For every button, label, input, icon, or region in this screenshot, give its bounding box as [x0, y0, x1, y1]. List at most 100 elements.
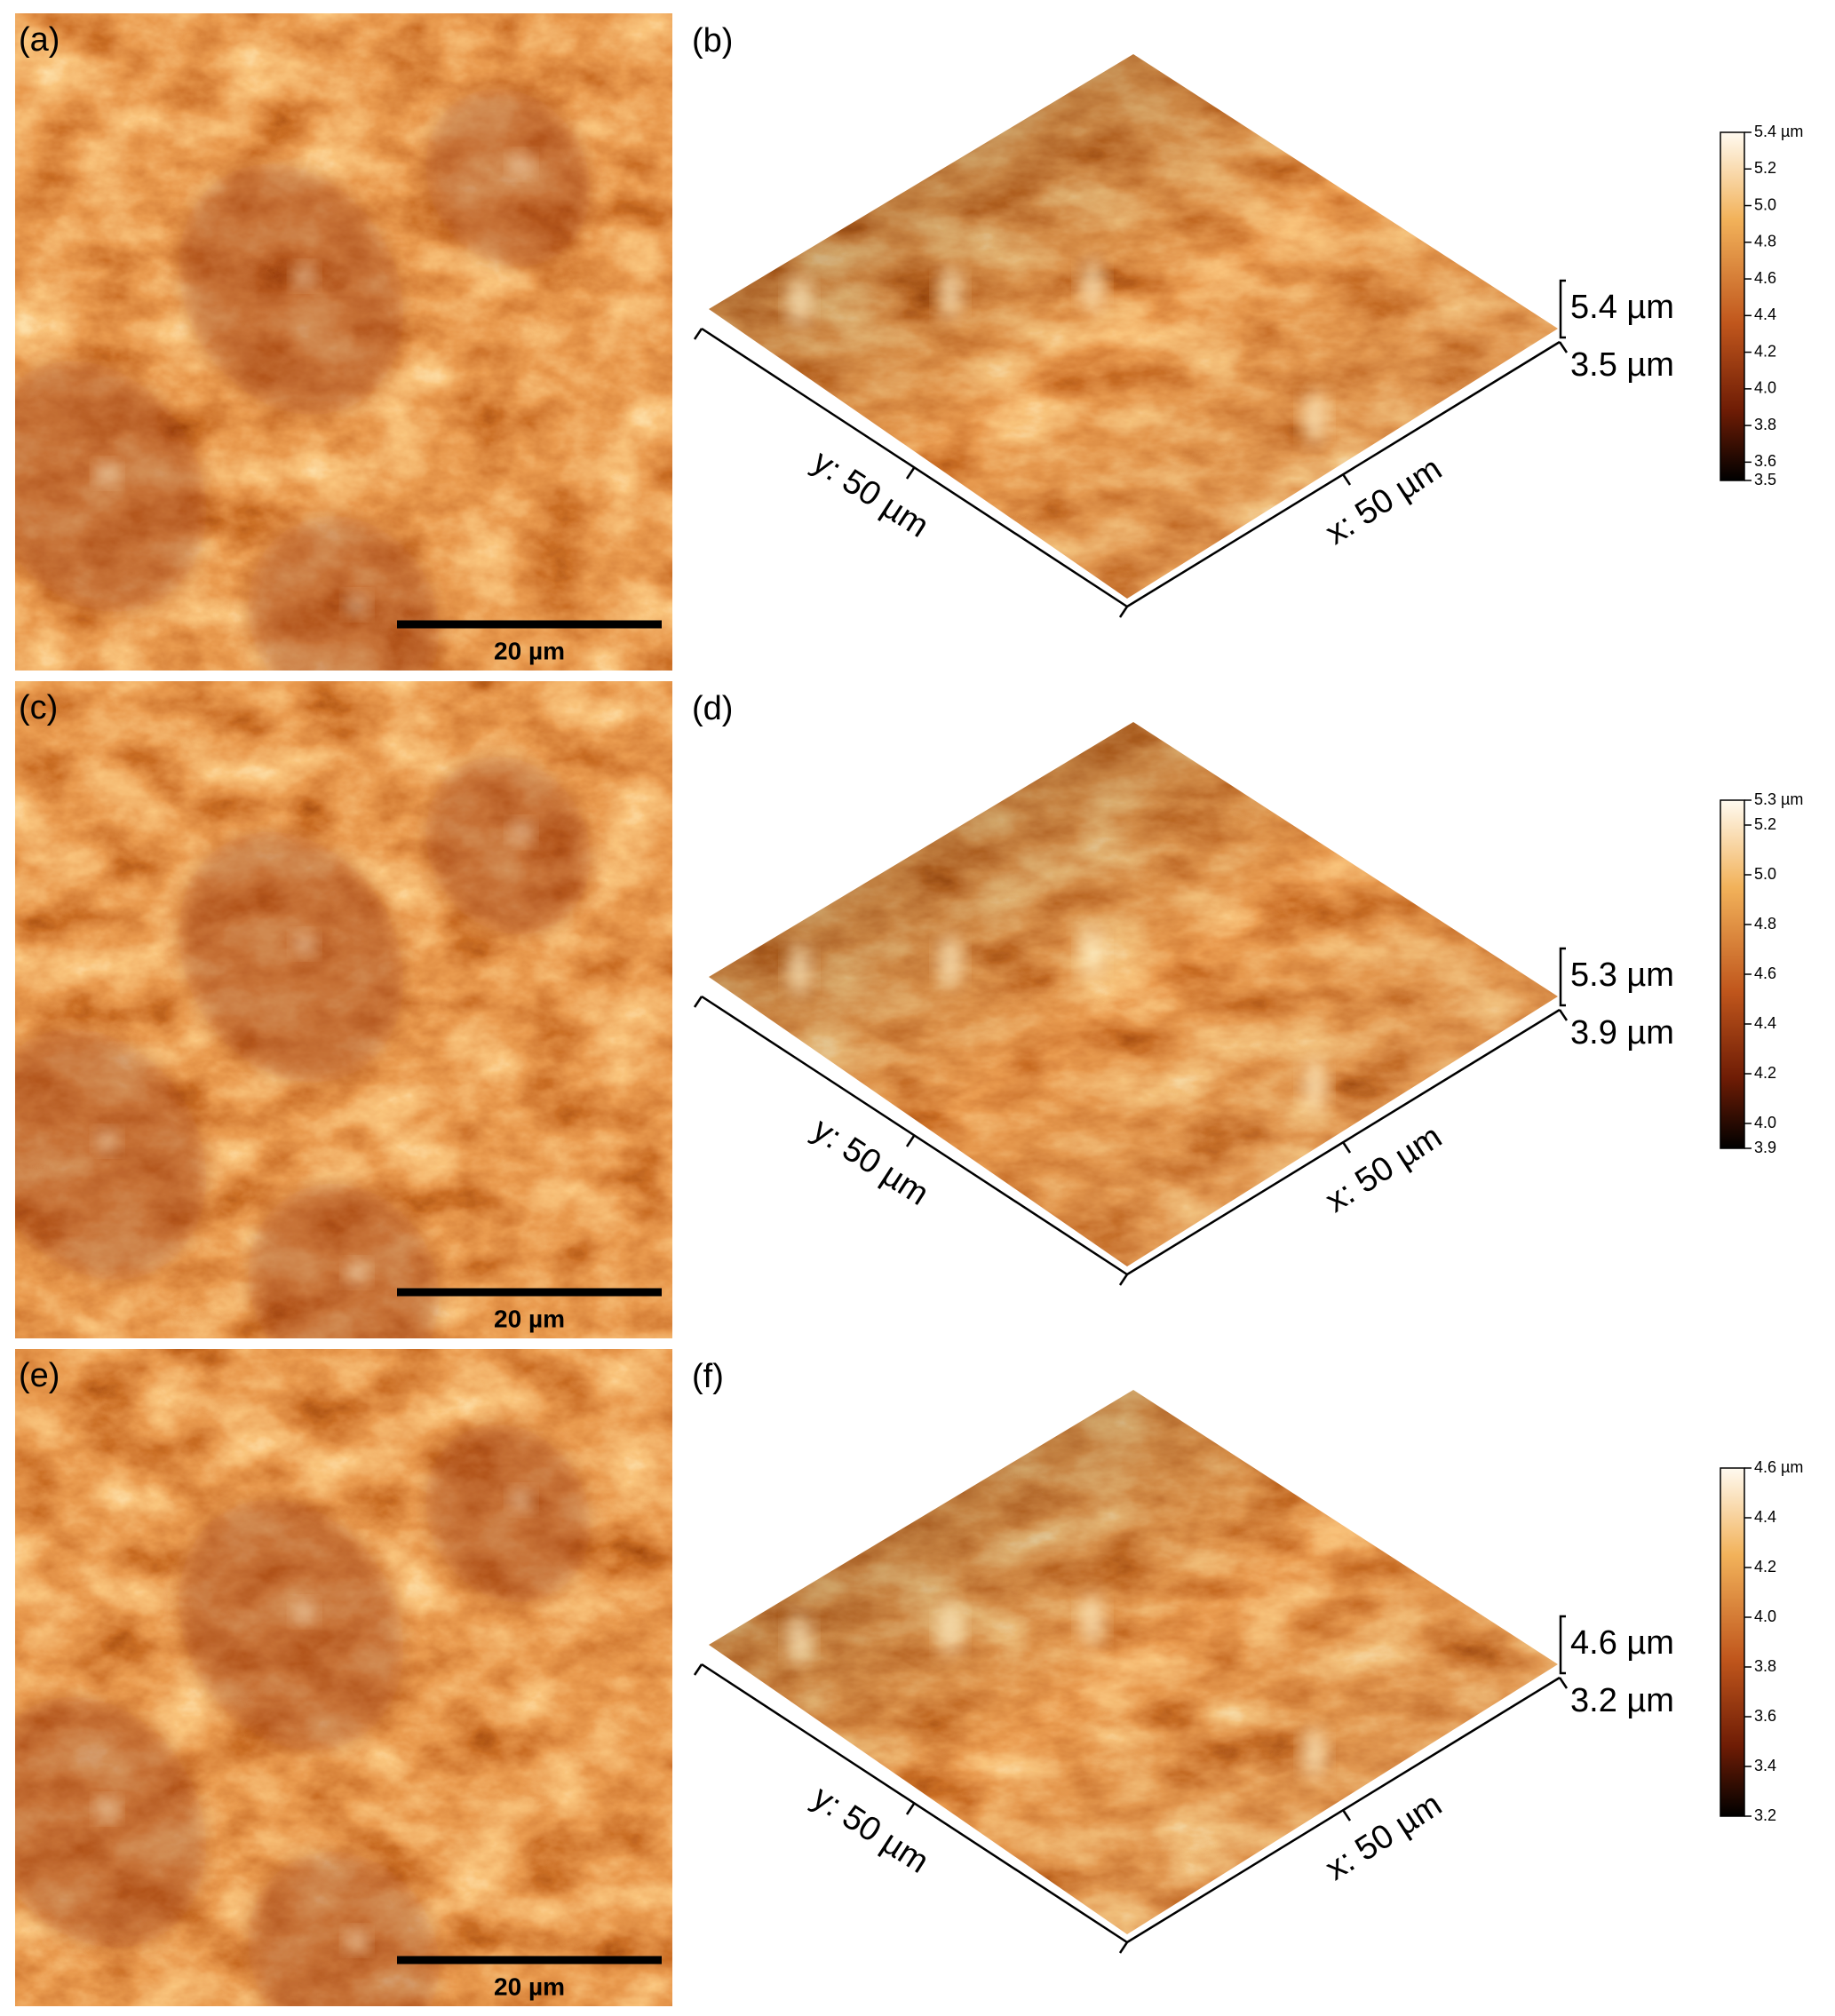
peak — [1304, 1059, 1325, 1112]
z-max-label: 5.3 µm — [1570, 956, 1674, 994]
axis-tick — [1558, 1677, 1569, 1689]
panel-label: (d) — [692, 690, 733, 727]
peak — [1082, 258, 1103, 311]
colorbar — [1720, 131, 1745, 481]
nucleolus — [347, 1932, 366, 1949]
axis-tick — [693, 996, 703, 1008]
nucleolus — [512, 155, 530, 174]
nucleolus — [295, 935, 314, 953]
y-axis-label: y: 50 µm — [806, 443, 935, 545]
colorbar-tick-label: 4.8 — [1754, 233, 1776, 250]
axis-tick — [1341, 1141, 1352, 1154]
panel-label: (c) — [19, 689, 58, 726]
z-bracket — [1559, 1615, 1566, 1675]
axis-tick — [693, 1663, 703, 1676]
surface-shade — [709, 54, 1558, 599]
cell — [179, 831, 404, 1083]
z-bracket — [1559, 947, 1566, 1007]
nucleolus — [98, 1132, 116, 1150]
colorbar-tick-label: 4.0 — [1754, 379, 1776, 397]
colorbar-tick-label: 3.5 — [1754, 471, 1776, 488]
cell — [248, 1183, 440, 1338]
colorbar — [1720, 1467, 1745, 1817]
peak — [1082, 1593, 1103, 1647]
peak — [789, 275, 810, 329]
nucleolus — [98, 464, 116, 482]
surface-3d — [709, 722, 1558, 1266]
colorbar-tick-label: 3.8 — [1754, 1657, 1776, 1675]
y-axis-label: y: 50 µm — [806, 1111, 935, 1213]
colorbar-tick-label: 4.4 — [1754, 1014, 1776, 1032]
colorbar-tick-label: 4.2 — [1754, 1064, 1776, 1082]
axis-tick — [905, 1135, 916, 1147]
nucleolus — [295, 1603, 314, 1621]
cell — [248, 515, 440, 671]
cell — [248, 1851, 440, 2006]
z-min-label: 3.2 µm — [1570, 1682, 1674, 1719]
cell — [425, 756, 591, 935]
peak — [940, 1602, 961, 1655]
nucleolus — [347, 596, 366, 614]
y-axis-label: y: 50 µm — [806, 1779, 935, 1881]
peak — [1304, 1726, 1325, 1780]
colorbar-tick-label: 4.4 — [1754, 306, 1776, 323]
axis-tick — [1341, 1809, 1352, 1822]
axis-tick — [905, 467, 916, 480]
axis-tick — [1341, 473, 1352, 486]
peak — [789, 1611, 810, 1664]
colorbar — [1720, 799, 1745, 1149]
axis-tick — [1118, 1941, 1129, 1954]
axis-tick — [1558, 1009, 1569, 1021]
nucleolus — [512, 1491, 530, 1510]
axis-tick — [1118, 1274, 1129, 1286]
colorbar-tick-label: 5.0 — [1754, 195, 1776, 213]
cell — [15, 1028, 207, 1280]
z-min-label: 3.5 µm — [1570, 346, 1674, 384]
cell — [179, 1499, 404, 1750]
colorbar-tick-label: 3.6 — [1754, 452, 1776, 470]
peak — [1304, 391, 1325, 444]
colorbar-tick-label: 4.8 — [1754, 915, 1776, 933]
nucleolus — [98, 1800, 116, 1818]
colorbar-tick-label: 5.2 — [1754, 159, 1776, 177]
cell — [425, 1424, 591, 1603]
colorbar-tick-label: 5.3 µm — [1754, 790, 1803, 808]
scale-bar-label: 20 µm — [494, 637, 565, 664]
y-axis — [701, 327, 1128, 608]
nucleolus — [347, 1264, 366, 1282]
colorbar-tick-label: 3.6 — [1754, 1707, 1776, 1725]
colorbar-tick-label: 4.2 — [1754, 1558, 1776, 1575]
peak — [940, 934, 961, 988]
axis-tick — [905, 1803, 916, 1815]
colorbar-tick-label: 3.9 — [1754, 1139, 1776, 1156]
peak — [940, 266, 961, 320]
colorbar-tick-label: 4.2 — [1754, 342, 1776, 360]
panel-label: (e) — [19, 1357, 60, 1394]
afm-image — [15, 1349, 672, 2006]
colorbar-tick-label: 3.4 — [1754, 1757, 1776, 1774]
cell — [15, 361, 207, 612]
cell — [425, 88, 591, 267]
panel-label: (a) — [19, 21, 60, 59]
cell — [179, 163, 404, 415]
z-bracket — [1559, 279, 1566, 339]
colorbar-tick-label: 3.8 — [1754, 416, 1776, 433]
colorbar-tick-label: 4.4 — [1754, 1508, 1776, 1526]
afm-image — [15, 13, 672, 671]
colorbar-tick-label: 5.4 µm — [1754, 123, 1803, 140]
y-axis — [701, 995, 1128, 1276]
colorbar-tick-label: 5.0 — [1754, 865, 1776, 883]
y-axis — [701, 1663, 1128, 1944]
colorbar-tick-label: 4.6 µm — [1754, 1458, 1803, 1476]
panel-label: (f) — [692, 1358, 724, 1395]
surface-3d — [709, 54, 1558, 599]
colorbar-tick-label: 4.0 — [1754, 1607, 1776, 1625]
colorbar-tick-label: 3.2 — [1754, 1806, 1776, 1824]
scale-bar-label: 20 µm — [494, 1972, 565, 2000]
cell — [15, 1696, 207, 1948]
peak — [1082, 925, 1103, 979]
colorbar-tick-label: 4.6 — [1754, 964, 1776, 982]
surface-3d — [709, 1390, 1558, 1934]
